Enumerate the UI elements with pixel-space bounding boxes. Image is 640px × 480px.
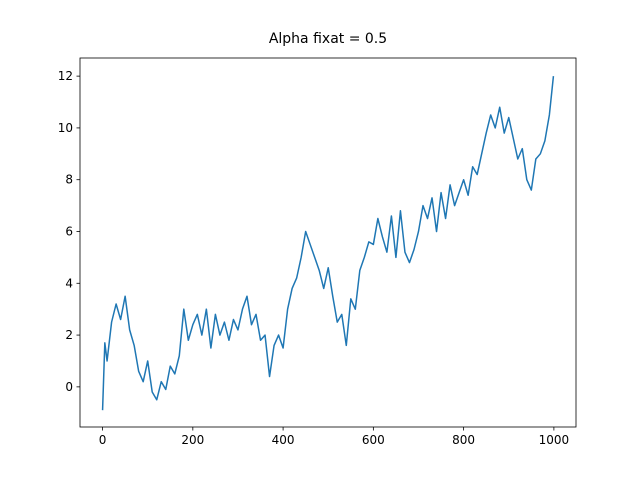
x-tick-label: 600 bbox=[362, 433, 385, 447]
y-tick-label: 8 bbox=[65, 173, 73, 187]
x-tick-label: 200 bbox=[181, 433, 204, 447]
x-tick-label: 1000 bbox=[539, 433, 570, 447]
y-tick-label: 10 bbox=[58, 121, 73, 135]
y-tick-label: 2 bbox=[65, 328, 73, 342]
x-tick-label: 800 bbox=[452, 433, 475, 447]
line-series bbox=[101, 76, 555, 411]
y-tick-label: 12 bbox=[58, 69, 73, 83]
y-tick-label: 0 bbox=[65, 380, 73, 394]
chart-title: Alpha fixat = 0.5 bbox=[269, 31, 387, 47]
y-tick-label: 6 bbox=[65, 224, 73, 238]
x-tick-label: 400 bbox=[272, 433, 295, 447]
x-tick-label: 0 bbox=[99, 433, 107, 447]
y-tick-label: 4 bbox=[65, 276, 73, 290]
axes-frame bbox=[79, 57, 577, 428]
